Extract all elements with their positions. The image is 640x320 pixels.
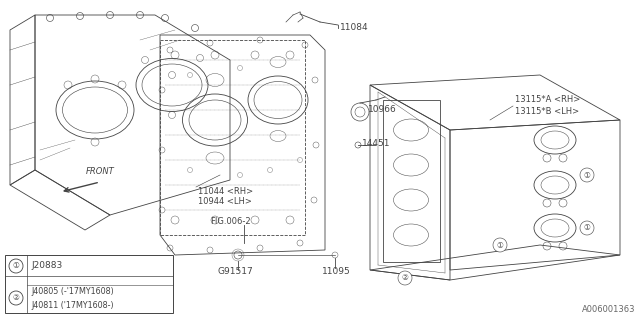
Text: ①: ①	[584, 223, 591, 233]
Text: J40811 ('17MY1608-): J40811 ('17MY1608-)	[31, 300, 114, 309]
Text: FIG.006-2: FIG.006-2	[210, 218, 251, 227]
Text: ②: ②	[13, 293, 19, 302]
Text: 11044 <RH>: 11044 <RH>	[198, 188, 253, 196]
Text: ①: ①	[13, 261, 19, 270]
Text: ①: ①	[497, 241, 504, 250]
Text: 13115*B <LH>: 13115*B <LH>	[515, 107, 579, 116]
Text: J40805 (-'17MY1608): J40805 (-'17MY1608)	[31, 286, 114, 295]
Text: J20883: J20883	[31, 261, 62, 270]
Circle shape	[9, 259, 23, 273]
Text: A006001363: A006001363	[582, 305, 635, 314]
Text: G91517: G91517	[218, 268, 253, 276]
Circle shape	[493, 238, 507, 252]
Text: 11084: 11084	[340, 22, 369, 31]
Text: ①: ①	[584, 171, 591, 180]
Text: ②: ②	[401, 274, 408, 283]
Text: 11095: 11095	[322, 268, 351, 276]
Circle shape	[580, 168, 594, 182]
Text: FRONT: FRONT	[86, 167, 115, 177]
Text: 13115*A <RH>: 13115*A <RH>	[515, 95, 580, 105]
Circle shape	[9, 291, 23, 305]
Text: 10944 <LH>: 10944 <LH>	[198, 197, 252, 206]
Text: 14451: 14451	[362, 139, 390, 148]
Circle shape	[580, 221, 594, 235]
Circle shape	[398, 271, 412, 285]
Bar	[5, 255, 173, 313]
Text: 10966: 10966	[368, 106, 397, 115]
